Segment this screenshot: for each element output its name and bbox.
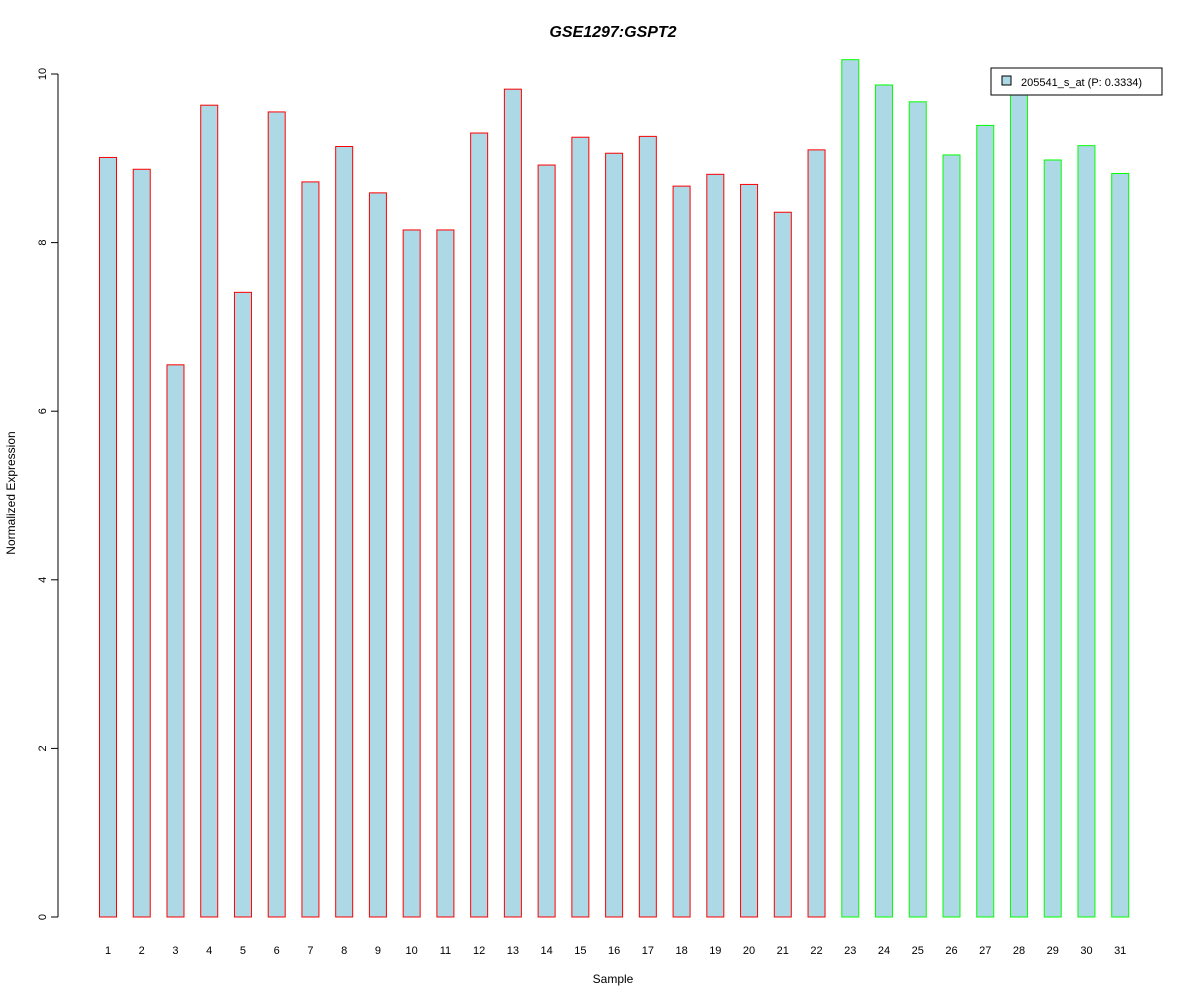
- bar-sample-21: [773, 211, 792, 918]
- x-tick-label: 13: [507, 945, 519, 957]
- x-tick-label: 16: [608, 945, 620, 957]
- bar-sample-4: [200, 104, 219, 918]
- y-axis: 0 2 4 6 8 10: [37, 68, 59, 920]
- x-tick-label: 7: [307, 945, 313, 957]
- bar-sample-24: [875, 84, 894, 918]
- bar-sample-1: [99, 156, 117, 918]
- x-tick-label: 1: [105, 945, 111, 957]
- x-tick-label: 21: [777, 945, 789, 957]
- bar-sample-12: [470, 132, 489, 918]
- bar-sample-16: [605, 152, 624, 918]
- bar-sample-10: [402, 229, 421, 918]
- x-tick-label: 20: [743, 945, 755, 957]
- x-tick-label: 22: [810, 945, 822, 957]
- x-tick-label: 19: [709, 945, 721, 957]
- bar-sample-15: [571, 136, 590, 918]
- x-axis-label: Sample: [593, 972, 634, 986]
- x-tick-label: 25: [912, 945, 924, 957]
- bar-sample-3: [166, 364, 185, 918]
- bar-sample-14: [537, 164, 556, 918]
- legend-box: [990, 67, 1163, 96]
- x-tick-label: 23: [844, 945, 856, 957]
- x-tick-label: 30: [1080, 945, 1092, 957]
- x-tick-label: 6: [274, 945, 280, 957]
- bar-sample-11: [436, 229, 455, 918]
- bar-sample-25: [908, 101, 927, 918]
- x-tick-label: 31: [1114, 945, 1126, 957]
- bar-sample-19: [706, 173, 725, 918]
- bar-sample-30: [1077, 145, 1096, 918]
- x-tick-label: 8: [341, 945, 347, 957]
- x-tick-label: 2: [139, 945, 145, 957]
- bar-sample-29: [1043, 159, 1062, 918]
- bar-sample-22: [807, 149, 826, 918]
- bar-sample-27: [976, 124, 995, 918]
- chart-title: GSE1297:GSPT2: [549, 24, 676, 41]
- x-tick-label: 24: [878, 945, 890, 957]
- legend-swatch: [1001, 75, 1012, 86]
- bar-sample-31: [1111, 172, 1130, 918]
- y-tick-label: 4: [37, 577, 49, 583]
- x-tick-label: 27: [979, 945, 991, 957]
- x-tick-label: 29: [1047, 945, 1059, 957]
- bar-sample-26: [942, 154, 961, 918]
- bar-sample-13: [503, 88, 522, 918]
- x-tick-label: 4: [206, 945, 212, 957]
- y-tick-label: 6: [37, 408, 49, 414]
- x-tick-label: 26: [945, 945, 957, 957]
- x-tick-label: 14: [540, 945, 552, 957]
- x-tick-label: 17: [642, 945, 654, 957]
- x-tick-label: 10: [406, 945, 418, 957]
- bar-sample-7: [301, 181, 320, 918]
- bar-sample-17: [638, 135, 657, 918]
- x-tick-label: 5: [240, 945, 246, 957]
- y-tick-label: 10: [37, 68, 49, 80]
- bar-sample-6: [267, 111, 286, 918]
- y-tick-label: 8: [37, 240, 49, 246]
- bar-sample-20: [740, 183, 759, 918]
- x-tick-labels: 1 2 3 4 5 6 7 8 9 10 11 12 13 14 15 16 17 18 19 20 21 22 23 24 2…: [105, 945, 1126, 957]
- bar-sample-18: [672, 185, 691, 918]
- x-tick-label: 28: [1013, 945, 1025, 957]
- bar-sample-28: [1009, 92, 1028, 918]
- y-tick-label: 0: [37, 914, 49, 920]
- bar-sample-9: [368, 192, 387, 918]
- x-tick-label: 9: [375, 945, 381, 957]
- x-tick-label: 3: [172, 945, 178, 957]
- y-axis-label: Normalized Expression: [4, 431, 18, 554]
- bar-sample-5: [233, 291, 252, 918]
- bar-sample-8: [335, 146, 354, 918]
- bar-sample-2: [132, 168, 151, 918]
- x-tick-label: 18: [675, 945, 687, 957]
- x-tick-label: 15: [574, 945, 586, 957]
- y-tick-label: 2: [37, 745, 49, 751]
- bars: [99, 59, 1130, 918]
- legend-label: 205541_s_at (P: 0.3334): [1021, 77, 1142, 89]
- x-tick-label: 11: [440, 945, 451, 957]
- x-tick-label: 12: [473, 945, 485, 957]
- bar-sample-23: [841, 59, 860, 918]
- legend: 205541_s_at (P: 0.3334): [990, 67, 1163, 96]
